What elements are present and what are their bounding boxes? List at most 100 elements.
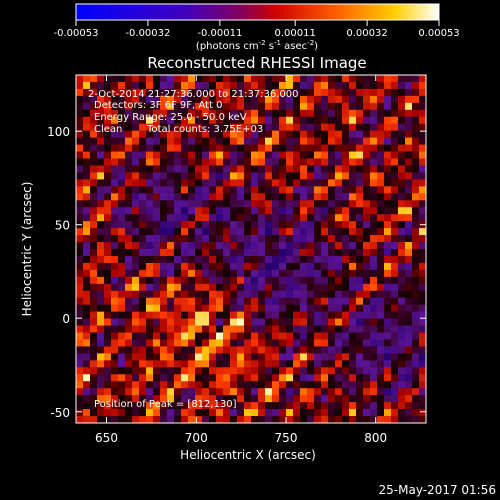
heatmap-cell [104, 367, 112, 375]
heatmap-cell [356, 255, 364, 264]
heatmap-cell [265, 381, 273, 389]
heatmap-cell [412, 242, 420, 250]
heatmap-cell [363, 116, 371, 125]
heatmap-cell [384, 381, 392, 389]
heatmap-cell [104, 88, 112, 97]
heatmap-cell [188, 228, 196, 236]
heatmap-cell [181, 276, 189, 285]
heatmap-cell [181, 172, 189, 180]
heatmap-cell [328, 332, 336, 340]
heatmap-cell [412, 151, 420, 159]
heatmap-cell [293, 283, 301, 292]
heatmap-cell [405, 102, 413, 111]
heatmap-cell [384, 214, 392, 222]
heatmap-cell [125, 311, 133, 319]
heatmap-cell [370, 137, 378, 145]
heatmap-cell [405, 158, 413, 166]
heatmap-cell [272, 130, 280, 139]
heatmap-cell [405, 207, 413, 215]
heatmap-cell [111, 353, 119, 361]
heatmap-cell [174, 346, 182, 354]
heatmap-cell [370, 339, 378, 347]
heatmap-cell [160, 416, 168, 424]
heatmap-cell [153, 193, 161, 201]
heatmap-cell [97, 249, 105, 257]
heatmap-cell [146, 235, 154, 243]
heatmap-cell [104, 402, 112, 410]
heatmap-cell [244, 318, 252, 326]
heatmap-cell [314, 81, 322, 90]
heatmap-cell [342, 283, 350, 292]
heatmap-cell [321, 395, 329, 403]
heatmap-cell [244, 255, 252, 264]
heatmap-cell [188, 388, 196, 396]
heatmap-cell [209, 283, 217, 292]
heatmap-cell [321, 388, 329, 396]
heatmap-cell [251, 255, 259, 264]
heatmap-cell [293, 214, 301, 222]
heatmap-cell [118, 151, 126, 159]
heatmap-cell [153, 276, 161, 285]
heatmap-cell [412, 144, 420, 152]
heatmap-cell [104, 75, 112, 83]
heatmap-cell [300, 276, 308, 285]
heatmap-cell [349, 228, 357, 236]
heatmap-cell [321, 151, 329, 159]
heatmap-cell [244, 395, 252, 403]
heatmap-cell [83, 332, 91, 340]
heatmap-cell [97, 283, 105, 292]
heatmap-cell [90, 165, 98, 173]
heatmap-cell [132, 311, 140, 319]
heatmap-cell [370, 95, 378, 104]
heatmap-cell [286, 269, 294, 278]
heatmap-cell [419, 123, 427, 132]
heatmap-cell [83, 311, 91, 319]
heatmap-cell [209, 367, 217, 375]
heatmap-cell [237, 172, 245, 180]
heatmap-cell [223, 346, 231, 354]
heatmap-cell [293, 137, 301, 145]
heatmap-cell [76, 402, 84, 410]
heatmap-cell [335, 332, 343, 340]
heatmap-cell [377, 318, 385, 326]
heatmap-cell [279, 304, 287, 313]
heatmap-cell [202, 95, 210, 104]
heatmap-cell [209, 304, 217, 313]
heatmap-cell [265, 311, 273, 319]
heatmap-cell [272, 207, 280, 215]
heatmap-cell [300, 116, 308, 125]
heatmap-cell [223, 75, 231, 83]
heatmap-cell [97, 88, 105, 97]
heatmap-cell [412, 172, 420, 180]
heatmap-cell [97, 123, 105, 132]
heatmap-cell [202, 276, 210, 285]
heatmap-cell [251, 346, 259, 354]
heatmap-cell [251, 353, 259, 361]
heatmap-cell [216, 130, 224, 139]
heatmap-cell [321, 214, 329, 222]
heatmap-cell [405, 151, 413, 159]
heatmap-cell [391, 193, 399, 201]
heatmap-cell [83, 123, 91, 132]
heatmap-cell [349, 318, 357, 326]
heatmap-cell [342, 388, 350, 396]
heatmap-cell [237, 158, 245, 166]
heatmap-cell [195, 75, 203, 83]
heatmap-cell [97, 297, 105, 306]
heatmap-cell [244, 158, 252, 166]
heatmap-cell [328, 249, 336, 257]
heatmap-cell [398, 297, 406, 306]
heatmap-cell [258, 116, 266, 125]
heatmap-cell [391, 269, 399, 278]
heatmap-cell [104, 137, 112, 145]
heatmap-cell [384, 179, 392, 187]
heatmap-cell [230, 276, 238, 285]
heatmap-cell [265, 95, 273, 104]
heatmap-cell [265, 235, 273, 243]
heatmap-cell [405, 214, 413, 222]
heatmap-cell [76, 102, 84, 111]
heatmap-cell [167, 137, 175, 145]
heatmap-cell [146, 109, 154, 118]
heatmap-cell [153, 318, 161, 326]
heatmap-cell [300, 158, 308, 166]
